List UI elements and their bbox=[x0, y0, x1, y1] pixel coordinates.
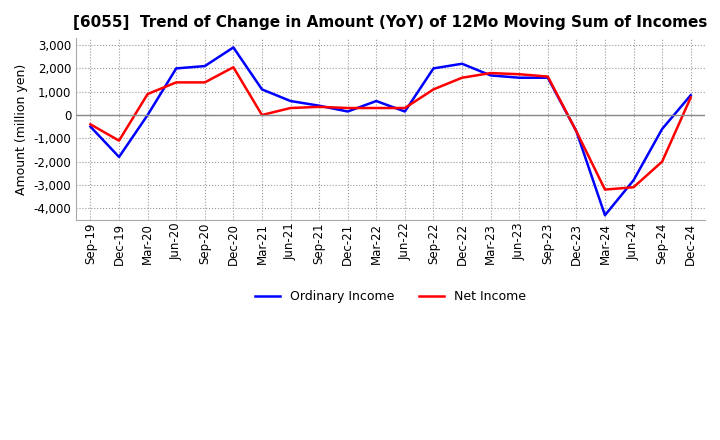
Ordinary Income bbox=[572, 128, 581, 134]
Net Income bbox=[143, 92, 152, 97]
Net Income bbox=[86, 122, 95, 127]
Net Income bbox=[629, 185, 638, 190]
Ordinary Income bbox=[544, 75, 552, 81]
Ordinary Income bbox=[658, 126, 667, 132]
Legend: Ordinary Income, Net Income: Ordinary Income, Net Income bbox=[250, 285, 531, 308]
Ordinary Income bbox=[172, 66, 181, 71]
Ordinary Income bbox=[629, 178, 638, 183]
Ordinary Income bbox=[315, 103, 323, 108]
Ordinary Income bbox=[486, 73, 495, 78]
Ordinary Income bbox=[515, 75, 523, 81]
Net Income bbox=[544, 74, 552, 79]
Ordinary Income bbox=[458, 61, 467, 66]
Ordinary Income bbox=[343, 109, 352, 114]
Ordinary Income bbox=[600, 213, 609, 218]
Ordinary Income bbox=[686, 92, 695, 98]
Net Income bbox=[572, 128, 581, 134]
Net Income bbox=[400, 105, 409, 110]
Net Income bbox=[486, 70, 495, 76]
Net Income bbox=[114, 138, 123, 143]
Net Income bbox=[515, 72, 523, 77]
Ordinary Income bbox=[143, 112, 152, 117]
Title: [6055]  Trend of Change in Amount (YoY) of 12Mo Moving Sum of Incomes: [6055] Trend of Change in Amount (YoY) o… bbox=[73, 15, 708, 30]
Net Income bbox=[686, 95, 695, 100]
Ordinary Income bbox=[114, 154, 123, 160]
Net Income bbox=[315, 104, 323, 110]
Net Income bbox=[372, 105, 381, 110]
Ordinary Income bbox=[429, 66, 438, 71]
Net Income bbox=[200, 80, 209, 85]
Line: Ordinary Income: Ordinary Income bbox=[91, 48, 690, 215]
Net Income bbox=[172, 80, 181, 85]
Net Income bbox=[287, 105, 295, 110]
Ordinary Income bbox=[372, 99, 381, 104]
Ordinary Income bbox=[287, 99, 295, 104]
Ordinary Income bbox=[400, 109, 409, 114]
Ordinary Income bbox=[229, 45, 238, 50]
Ordinary Income bbox=[258, 87, 266, 92]
Net Income bbox=[429, 87, 438, 92]
Ordinary Income bbox=[86, 124, 95, 129]
Net Income bbox=[229, 65, 238, 70]
Net Income bbox=[343, 105, 352, 110]
Ordinary Income bbox=[200, 63, 209, 69]
Line: Net Income: Net Income bbox=[91, 67, 690, 190]
Net Income bbox=[600, 187, 609, 192]
Net Income bbox=[458, 75, 467, 81]
Net Income bbox=[658, 159, 667, 164]
Y-axis label: Amount (million yen): Amount (million yen) bbox=[15, 63, 28, 194]
Net Income bbox=[258, 112, 266, 117]
